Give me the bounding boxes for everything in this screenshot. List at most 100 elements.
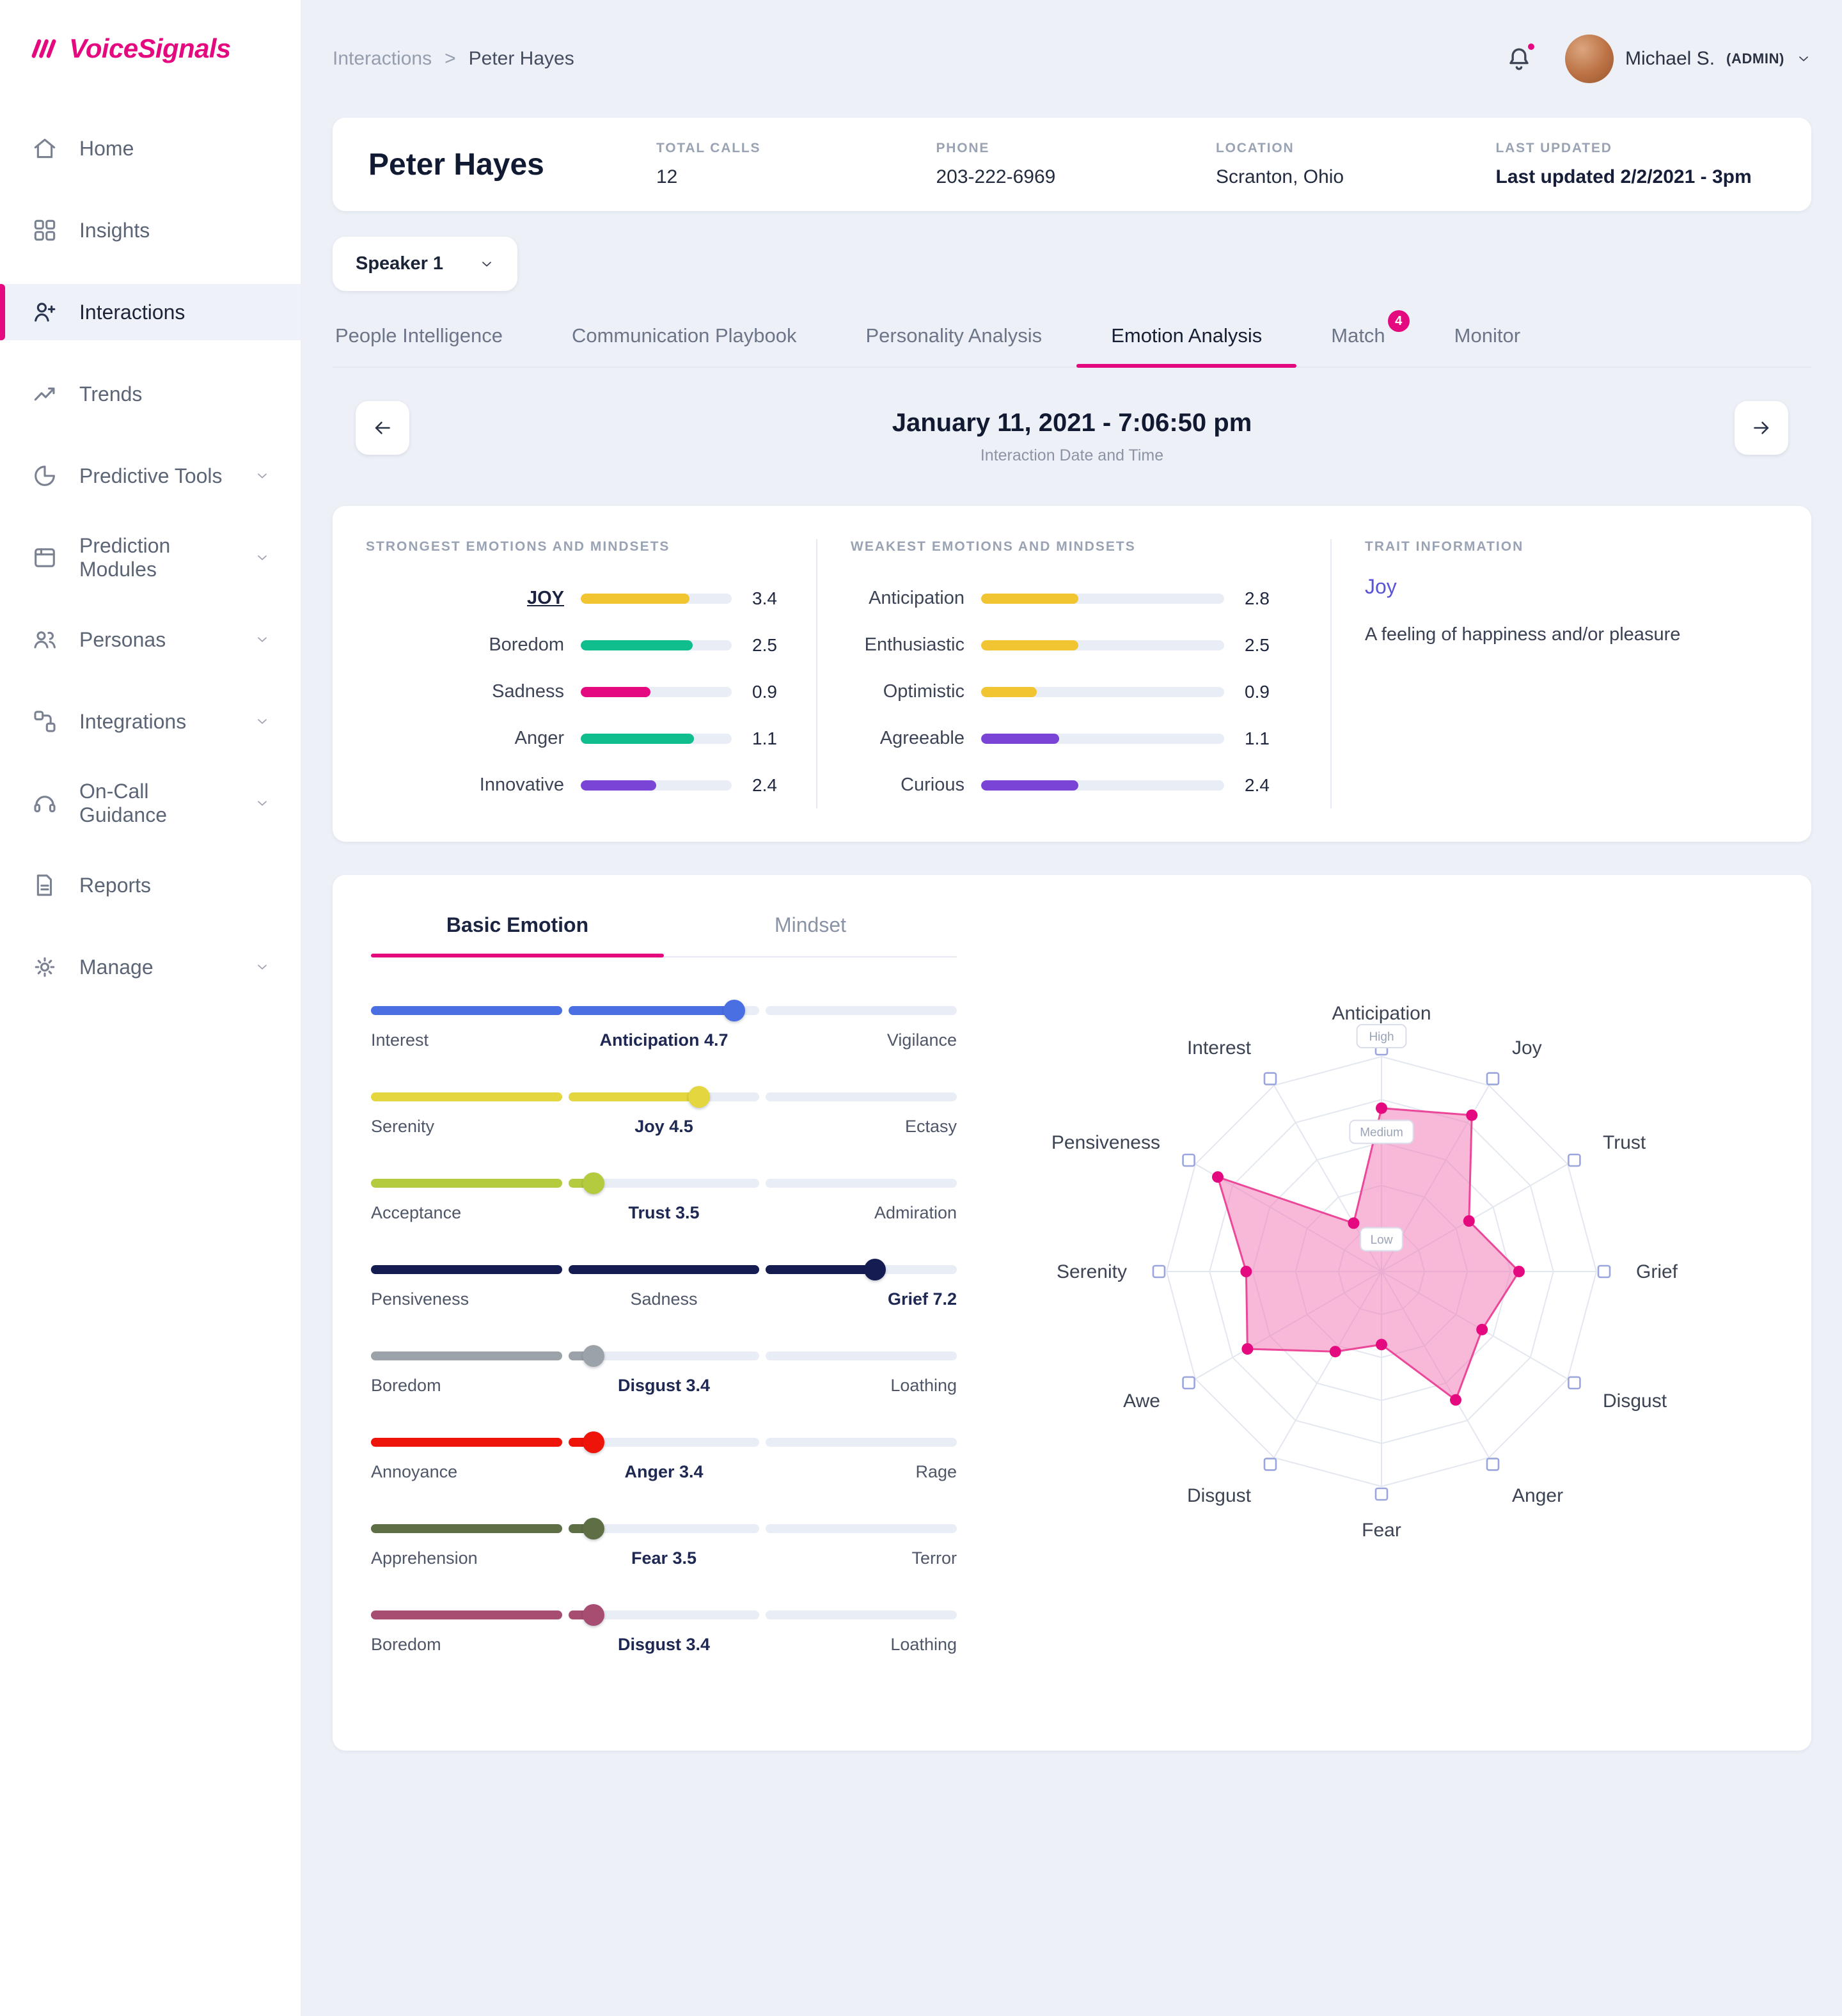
personas-icon: [31, 626, 59, 654]
sidebar-item-personas[interactable]: Personas: [0, 611, 301, 668]
manage-icon: [31, 953, 59, 981]
summary-row: JOY 3.4: [366, 575, 783, 622]
summary-row-value: 2.5: [1245, 634, 1270, 655]
slider-track[interactable]: [371, 1345, 957, 1367]
prev-date-button[interactable]: [356, 401, 409, 455]
sidebar-item-insights[interactable]: Insights: [0, 202, 301, 258]
contact-field-last-updated: LAST UPDATED Last updated 2/2/2021 - 3pm: [1495, 141, 1752, 187]
slider-thumb[interactable]: [583, 1172, 605, 1194]
slider-thumb[interactable]: [863, 1259, 886, 1280]
summary-bar: [581, 780, 732, 791]
trait-name-link[interactable]: Joy: [1365, 575, 1397, 598]
brand-name: VoiceSignals: [69, 33, 231, 63]
summary-row-label: Optimistic: [883, 681, 964, 702]
summary-bar-fill: [981, 686, 1037, 697]
speaker-row: Speaker 1: [333, 237, 1811, 291]
emotion-tab-basic-emotion[interactable]: Basic Emotion: [371, 913, 664, 957]
summary-bar: [981, 686, 1224, 697]
svg-text:Anticipation: Anticipation: [1332, 1003, 1431, 1024]
slider-track[interactable]: [371, 1000, 957, 1021]
slider-label-right: Loathing: [890, 1635, 957, 1654]
emotion-slider-trust-3-5: Acceptance Trust 3.5 Admiration: [371, 1172, 957, 1223]
notifications-button[interactable]: [1504, 41, 1537, 74]
integrations-icon: [31, 707, 59, 736]
tab-emotion-analysis[interactable]: Emotion Analysis: [1076, 306, 1297, 368]
sidebar-item-reports[interactable]: Reports: [0, 857, 301, 913]
summary-row-value: 2.5: [752, 634, 777, 655]
slider-track[interactable]: [371, 1259, 957, 1280]
trait-information-column: TRAIT INFORMATION Joy A feeling of happi…: [1330, 539, 1811, 808]
summary-bar-fill: [581, 640, 693, 650]
tab-monitor[interactable]: Monitor: [1454, 324, 1521, 347]
tab-people-intelligence[interactable]: People Intelligence: [335, 324, 503, 347]
sidebar-item-manage[interactable]: Manage: [0, 939, 301, 995]
summary-row-label: Enthusiastic: [864, 634, 964, 655]
slider-label-right: Rage: [915, 1462, 957, 1481]
slider-track[interactable]: [371, 1086, 957, 1108]
radar-level-chip: Low: [1360, 1227, 1403, 1252]
chevron-down-icon: [255, 632, 270, 647]
sidebar-nav: Home Insights Interactions Trends Predictive…: [0, 120, 301, 995]
slider-thumb[interactable]: [688, 1086, 710, 1108]
summary-row: Anger 1.1: [366, 715, 783, 762]
emotion-slider-disgust-3-4: Boredom Disgust 3.4 Loathing: [371, 1604, 957, 1655]
emotion-summary-card: STRONGEST EMOTIONS AND MINDSETS JOY 3.4 Bo…: [333, 506, 1811, 842]
summary-row-value: 3.4: [752, 588, 777, 608]
emotion-slider-sadness: Pensiveness Sadness Grief 7.2: [371, 1259, 957, 1309]
slider-label-right: Ectasy: [904, 1117, 957, 1136]
chevron-down-icon: [255, 550, 270, 565]
sidebar-item-interactions[interactable]: Interactions: [0, 284, 301, 340]
user-menu[interactable]: Michael S. (ADMIN): [1564, 35, 1811, 83]
radar-level-chip: Medium: [1349, 1119, 1414, 1144]
emotion-tab-mindset[interactable]: Mindset: [774, 913, 847, 936]
slider-track[interactable]: [371, 1431, 957, 1453]
tab-badge: 4: [1387, 310, 1410, 332]
slider-thumb[interactable]: [583, 1431, 605, 1453]
summary-bar: [981, 780, 1224, 791]
slider-track[interactable]: [371, 1172, 957, 1194]
slider-label-center: Fear 3.5: [631, 1548, 697, 1568]
emotion-radar-chart: High Medium Low Anticipation Joy Trust Grief Di…: [1051, 1003, 1678, 1541]
svg-text:Disgust: Disgust: [1603, 1390, 1667, 1412]
slider-track[interactable]: [371, 1518, 957, 1540]
next-date-button[interactable]: [1735, 401, 1788, 455]
tab-communication-playbook[interactable]: Communication Playbook: [571, 324, 797, 347]
slider-label-left: Boredom: [371, 1376, 441, 1395]
prediction-modules-icon: [31, 544, 59, 572]
strongest-rows: JOY 3.4 Boredom 2.5 Sadness 0.9 Anger 1.1 Innova…: [366, 575, 783, 808]
summary-row: Enthusiastic 2.5: [851, 622, 1297, 668]
svg-text:Anger: Anger: [1512, 1485, 1563, 1506]
slider-label-center: Trust 3.5: [628, 1203, 700, 1222]
sidebar-item-trends[interactable]: Trends: [0, 366, 301, 422]
slider-label-center: Anger 3.4: [624, 1462, 704, 1481]
slider-thumb[interactable]: [583, 1604, 605, 1626]
sidebar-item-home[interactable]: Home: [0, 120, 301, 177]
sidebar-item-prediction-modules[interactable]: Prediction Modules: [0, 530, 301, 586]
home-icon: [31, 134, 59, 162]
svg-text:Serenity: Serenity: [1057, 1261, 1127, 1282]
svg-text:Joy: Joy: [1512, 1037, 1542, 1059]
breadcrumb-parent[interactable]: Interactions: [333, 48, 432, 69]
slider-thumb[interactable]: [723, 1000, 745, 1021]
slider-thumb[interactable]: [583, 1518, 605, 1540]
summary-row: Innovative 2.4: [366, 762, 783, 808]
emotion-sliders: Interest Anticipation 4.7 Vigilance Serenit…: [371, 1000, 957, 1655]
voicesignals-logo[interactable]: VoiceSignals: [0, 33, 301, 64]
slider-track[interactable]: [371, 1604, 957, 1626]
sidebar-item-on-call-guidance[interactable]: On-Call Guidance: [0, 775, 301, 831]
svg-text:Grief: Grief: [1636, 1261, 1678, 1282]
chevron-down-icon: [255, 714, 270, 729]
slider-thumb[interactable]: [583, 1345, 605, 1367]
sidebar-item-predictive-tools[interactable]: Predictive Tools: [0, 448, 301, 504]
speaker-select[interactable]: Speaker 1: [333, 237, 518, 291]
summary-row: Boredom 2.5: [366, 622, 783, 668]
summary-row-value: 2.4: [752, 775, 777, 795]
sidebar-item-integrations[interactable]: Integrations: [0, 693, 301, 750]
tab-match[interactable]: Match 4: [1296, 306, 1419, 366]
slider-label-right: Admiration: [874, 1203, 957, 1222]
tab-personality-analysis[interactable]: Personality Analysis: [865, 324, 1043, 347]
strongest-heading: STRONGEST EMOTIONS AND MINDSETS: [366, 539, 670, 554]
slider-label-center: Disgust 3.4: [617, 1635, 711, 1654]
tab-bar: People Intelligence Communication Playboo…: [333, 306, 1811, 368]
summary-row-value: 2.8: [1245, 588, 1270, 608]
